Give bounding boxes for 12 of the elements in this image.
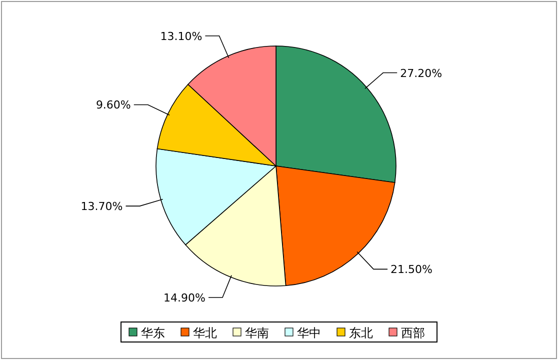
legend-label: 华中 bbox=[297, 326, 321, 340]
legend-label: 西部 bbox=[401, 326, 425, 340]
data-label: 9.60% bbox=[96, 98, 131, 112]
data-label: 13.70% bbox=[80, 200, 123, 214]
legend-label: 华南 bbox=[245, 326, 269, 340]
legend-label: 华北 bbox=[193, 326, 217, 340]
legend-label: 东北 bbox=[349, 326, 373, 340]
data-label: 14.90% bbox=[164, 292, 206, 305]
data-label: 27.20% bbox=[400, 66, 442, 80]
data-label: 21.50% bbox=[390, 263, 432, 276]
data-label: 13.10% bbox=[160, 30, 202, 43]
legend-label: 华东 bbox=[141, 326, 165, 340]
